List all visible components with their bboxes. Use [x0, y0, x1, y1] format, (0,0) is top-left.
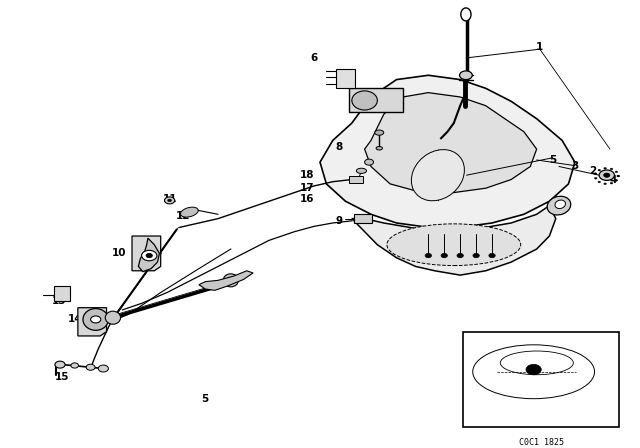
Ellipse shape [387, 224, 521, 266]
Ellipse shape [412, 150, 465, 201]
Ellipse shape [365, 159, 374, 165]
Text: 16: 16 [300, 194, 314, 204]
Circle shape [146, 254, 152, 258]
Circle shape [604, 173, 610, 177]
Text: 5: 5 [202, 394, 209, 404]
Text: 14: 14 [67, 314, 82, 323]
Text: 9: 9 [335, 216, 342, 226]
Ellipse shape [375, 130, 384, 135]
Text: 1: 1 [536, 42, 543, 52]
Ellipse shape [83, 309, 108, 330]
Text: 5: 5 [549, 155, 556, 165]
Circle shape [617, 175, 620, 177]
Circle shape [71, 363, 79, 368]
Circle shape [164, 197, 175, 204]
Text: 15: 15 [54, 372, 69, 382]
Text: 11: 11 [163, 194, 177, 204]
Bar [349, 88, 403, 112]
Circle shape [168, 199, 172, 202]
Text: C0C1 1825: C0C1 1825 [519, 438, 564, 447]
Polygon shape [320, 75, 575, 227]
Bar [54, 286, 70, 301]
Circle shape [425, 254, 431, 258]
Text: 3: 3 [572, 161, 579, 172]
Ellipse shape [376, 146, 383, 150]
Text: 8: 8 [335, 142, 343, 152]
Circle shape [599, 170, 614, 181]
Bar [463, 332, 620, 427]
Circle shape [604, 183, 606, 185]
Circle shape [441, 254, 447, 258]
Ellipse shape [352, 91, 378, 110]
Polygon shape [138, 238, 159, 271]
Bar [349, 177, 363, 183]
Circle shape [604, 168, 606, 169]
Text: 13: 13 [51, 296, 66, 306]
Circle shape [457, 254, 463, 258]
Bar [354, 214, 372, 223]
Circle shape [598, 181, 600, 183]
Ellipse shape [473, 345, 595, 399]
Circle shape [611, 168, 612, 170]
Text: 2: 2 [589, 166, 596, 176]
Circle shape [595, 177, 597, 179]
Ellipse shape [461, 8, 471, 21]
Circle shape [489, 254, 495, 258]
Ellipse shape [547, 196, 571, 215]
Circle shape [595, 173, 597, 175]
Ellipse shape [555, 200, 566, 209]
Text: 17: 17 [300, 183, 315, 193]
Polygon shape [199, 271, 253, 290]
Ellipse shape [180, 207, 198, 217]
Ellipse shape [223, 274, 239, 287]
Circle shape [91, 316, 100, 323]
Circle shape [141, 250, 157, 261]
Text: 6: 6 [310, 53, 317, 63]
Ellipse shape [500, 351, 573, 375]
Text: 10: 10 [112, 248, 127, 258]
Circle shape [617, 175, 620, 177]
Text: 4: 4 [609, 175, 617, 185]
Polygon shape [78, 308, 106, 336]
Text: 12: 12 [176, 211, 190, 221]
Circle shape [86, 364, 95, 370]
Ellipse shape [105, 311, 120, 324]
Bar [336, 69, 355, 88]
Circle shape [526, 364, 541, 375]
Text: 18: 18 [300, 170, 314, 180]
Text: 7: 7 [342, 70, 349, 80]
Circle shape [615, 179, 618, 181]
Circle shape [473, 254, 479, 258]
Circle shape [99, 365, 108, 372]
Ellipse shape [460, 71, 472, 80]
Ellipse shape [356, 168, 367, 173]
Circle shape [55, 361, 65, 368]
Polygon shape [132, 236, 161, 271]
Polygon shape [352, 206, 556, 275]
Circle shape [615, 171, 618, 172]
Circle shape [611, 182, 612, 184]
Polygon shape [365, 93, 537, 193]
Circle shape [598, 169, 600, 171]
